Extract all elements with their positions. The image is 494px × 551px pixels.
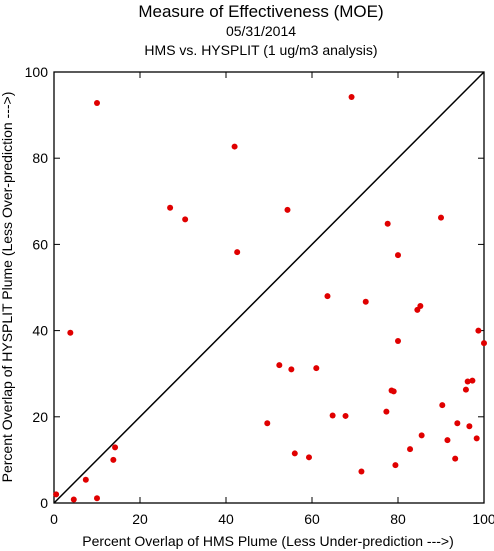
axis-ticks: 0 20 40 60 80 100 0 20 40 60 80 100 [25,64,494,527]
data-point [112,444,119,451]
x-tick-label: 100 [472,511,494,527]
data-point [395,337,401,344]
x-tick-label: 20 [132,511,148,527]
data-point [384,220,391,227]
data-point [358,468,365,475]
data-point [454,420,461,427]
x-tick-label: 80 [390,511,406,527]
data-point [390,388,397,395]
data-point [167,204,174,211]
x-tick-label: 40 [218,511,234,527]
data-point [417,303,424,310]
data-point [392,462,399,469]
chart-subtitle: HMS vs. HYSPLIT (1 ug/m3 analysis) [144,42,377,58]
x-tick-label: 0 [50,511,58,527]
data-point [444,437,451,444]
data-point [469,377,476,384]
y-tick-label: 60 [32,236,48,252]
x-tick-label: 60 [304,511,320,527]
data-point [305,454,312,461]
chart-date: 05/31/2014 [226,23,296,39]
data-point [313,365,320,372]
one-to-one-line [53,71,485,504]
chart-title: Measure of Effectiveness (MOE) [138,2,383,21]
data-point [452,455,459,462]
x-axis-label: Percent Overlap of HMS Plume (Less Under… [82,533,454,549]
data-point [395,252,401,259]
data-point [234,249,241,256]
data-point [231,143,238,150]
data-point [94,100,100,107]
data-point [418,432,425,439]
data-point [276,362,283,369]
data-point [466,423,473,430]
data-point [324,293,331,300]
data-point [481,340,487,347]
data-point [473,435,480,442]
data-point [464,378,471,385]
data-point [383,408,390,415]
data-point [67,329,74,336]
data-point [329,412,336,419]
data-point [475,327,482,334]
data-point [362,298,369,305]
data-point [291,450,298,457]
plot-frame [53,71,485,504]
y-axis-label: Percent Overlap of HYSPLIT Plume (Less O… [0,92,15,483]
data-point [348,93,355,100]
y-tick-label: 100 [25,64,49,80]
data-point [94,495,100,502]
data-point [439,402,446,409]
y-tick-label: 0 [40,495,48,511]
data-point [288,366,295,373]
data-point [82,476,89,483]
data-point [53,491,60,498]
y-tick-label: 40 [32,323,48,339]
data-points [53,93,487,503]
data-point [264,420,271,427]
data-point [70,496,77,503]
data-point [407,446,414,453]
data-point [342,412,349,419]
data-point [284,206,291,213]
data-point [438,214,444,221]
data-point [110,456,117,463]
data-point [462,386,469,393]
y-tick-label: 80 [32,150,48,166]
y-tick-label: 20 [32,409,48,425]
data-point [182,216,189,223]
